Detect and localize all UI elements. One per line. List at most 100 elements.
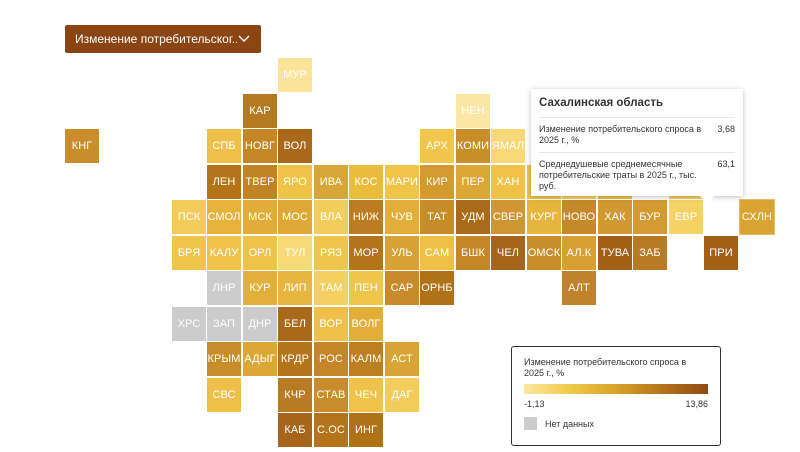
region-tile-КОС[interactable]: КОС — [349, 165, 383, 199]
region-tile-ОРНБ[interactable]: ОРНБ — [420, 271, 454, 305]
no-data-label: Нет данных — [545, 418, 594, 429]
region-tile-НИЖ[interactable]: НИЖ — [349, 200, 383, 234]
region-tile-УЛЬ[interactable]: УЛЬ — [385, 236, 419, 270]
region-tile-ТАТ[interactable]: ТАТ — [420, 200, 454, 234]
legend-no-data: Нет данных — [524, 417, 708, 430]
region-tile-ПРИ[interactable]: ПРИ — [704, 236, 738, 270]
legend-max: 13,86 — [685, 399, 708, 409]
tooltip-row: Среднедушевые среднемесячные потребитель… — [539, 153, 735, 198]
region-tile-ОМСК[interactable]: ОМСК — [527, 236, 561, 270]
region-tile-КОМИ[interactable]: КОМИ — [456, 129, 490, 163]
region-tile-НОВГ[interactable]: НОВГ — [243, 129, 277, 163]
region-tile-ПЕР[interactable]: ПЕР — [456, 165, 490, 199]
tooltip-row-name: Среднедушевые среднемесячные потребитель… — [539, 159, 697, 191]
region-tile-УДМ[interactable]: УДМ — [456, 200, 490, 234]
region-tile-ПСК[interactable]: ПСК — [172, 200, 206, 234]
legend-title: Изменение потребительского спроса в 2025… — [524, 357, 687, 378]
region-tile-БЕЛ[interactable]: БЕЛ — [278, 307, 312, 341]
region-tile-ДАГ[interactable]: ДАГ — [385, 378, 419, 412]
indicator-dropdown[interactable]: Изменение потребительског... — [65, 25, 261, 53]
region-tooltip: Сахалинская область Изменение потребител… — [531, 89, 743, 196]
region-tile-КАЛМ[interactable]: КАЛМ — [349, 342, 383, 376]
region-tile-АРХ[interactable]: АРХ — [420, 129, 454, 163]
region-tile-МСК[interactable]: МСК — [243, 200, 277, 234]
tooltip-row-value: 3,68 — [717, 124, 735, 134]
region-tile-ЧЕЧ[interactable]: ЧЕЧ — [349, 378, 383, 412]
region-tile-ХАН[interactable]: ХАН — [491, 165, 525, 199]
region-tile-ЗАБ[interactable]: ЗАБ — [633, 236, 667, 270]
region-tile-МОС[interactable]: МОС — [278, 200, 312, 234]
region-tile-ТВЕР[interactable]: ТВЕР — [243, 165, 277, 199]
region-tile-МОР[interactable]: МОР — [349, 236, 383, 270]
region-tile-БШК[interactable]: БШК — [456, 236, 490, 270]
region-tile-КНГ[interactable]: КНГ — [65, 129, 99, 163]
region-tile-ЛИП[interactable]: ЛИП — [278, 271, 312, 305]
region-tile-С.ОС[interactable]: С.ОС — [314, 413, 348, 447]
region-tile-ЯРО[interactable]: ЯРО — [278, 165, 312, 199]
no-data-swatch — [524, 417, 537, 430]
region-tile-КАЛУ[interactable]: КАЛУ — [207, 236, 241, 270]
region-tile-КЧР[interactable]: КЧР — [278, 378, 312, 412]
region-tile-АСТ[interactable]: АСТ — [385, 342, 419, 376]
region-tile-ОРЛ[interactable]: ОРЛ — [243, 236, 277, 270]
region-tile-ИНГ[interactable]: ИНГ — [349, 413, 383, 447]
region-tile-СМОЛ[interactable]: СМОЛ — [207, 200, 241, 234]
region-tile-КУРГ[interactable]: КУРГ — [527, 200, 561, 234]
region-tile-КРДР[interactable]: КРДР — [278, 342, 312, 376]
region-tile-ВОЛГ[interactable]: ВОЛГ — [349, 307, 383, 341]
region-tile-ХРС[interactable]: ХРС — [172, 307, 206, 341]
region-tile-АЛ.К[interactable]: АЛ.К — [562, 236, 596, 270]
region-tile-АЛТ[interactable]: АЛТ — [562, 271, 596, 305]
indicator-dropdown-label: Изменение потребительског... — [75, 32, 237, 46]
region-tile-АДЫГ[interactable]: АДЫГ — [243, 342, 277, 376]
region-tile-ЗАП[interactable]: ЗАП — [207, 307, 241, 341]
region-tile-МУР[interactable]: МУР — [278, 58, 312, 92]
region-tile-КАБ[interactable]: КАБ — [278, 413, 312, 447]
region-tile-СТАВ[interactable]: СТАВ — [314, 378, 348, 412]
region-tile-ТУВА[interactable]: ТУВА — [598, 236, 632, 270]
tooltip-row: Изменение потребительского спроса в 2025… — [539, 118, 735, 153]
region-tile-НОВО[interactable]: НОВО — [562, 200, 596, 234]
region-tile-ТУЛ[interactable]: ТУЛ — [278, 236, 312, 270]
chevron-down-icon — [238, 35, 250, 42]
tooltip-pointer — [700, 196, 714, 204]
region-tile-КРЫМ[interactable]: КРЫМ — [207, 342, 241, 376]
region-tile-КАР[interactable]: КАР — [243, 94, 277, 128]
region-tile-ЧУВ[interactable]: ЧУВ — [385, 200, 419, 234]
region-tile-СВЕР[interactable]: СВЕР — [491, 200, 525, 234]
region-tile-СВС[interactable]: СВС — [207, 378, 241, 412]
legend-ticks: -1,13 13,86 — [524, 399, 708, 409]
color-legend: Изменение потребительского спроса в 2025… — [511, 346, 721, 446]
region-tile-КИР[interactable]: КИР — [420, 165, 454, 199]
region-tile-ЯМАЛ[interactable]: ЯМАЛ — [491, 129, 525, 163]
region-tile-ХАК[interactable]: ХАК — [598, 200, 632, 234]
region-tile-СПБ[interactable]: СПБ — [207, 129, 241, 163]
tooltip-row-value: 63,1 — [717, 159, 735, 169]
region-tile-ВОР[interactable]: ВОР — [314, 307, 348, 341]
region-tile-КУР[interactable]: КУР — [243, 271, 277, 305]
region-tile-ЛЕН[interactable]: ЛЕН — [207, 165, 241, 199]
region-tile-МАРИ[interactable]: МАРИ — [385, 165, 419, 199]
region-tile-БУР[interactable]: БУР — [633, 200, 667, 234]
region-tile-НЕН[interactable]: НЕН — [456, 94, 490, 128]
legend-gradient-bar — [524, 384, 708, 394]
region-tile-СХЛН[interactable]: СХЛН — [739, 199, 775, 235]
tooltip-title: Сахалинская область — [539, 95, 735, 118]
legend-min: -1,13 — [524, 399, 545, 409]
region-tile-САР[interactable]: САР — [385, 271, 419, 305]
region-tile-ЛНР[interactable]: ЛНР — [207, 271, 241, 305]
region-tile-ДНР[interactable]: ДНР — [243, 307, 277, 341]
region-tile-БРЯ[interactable]: БРЯ — [172, 236, 206, 270]
region-tile-САМ[interactable]: САМ — [420, 236, 454, 270]
region-tile-ИВА[interactable]: ИВА — [314, 165, 348, 199]
region-tile-ЧЕЛ[interactable]: ЧЕЛ — [491, 236, 525, 270]
region-tile-ВОЛ[interactable]: ВОЛ — [278, 129, 312, 163]
region-tile-РОС[interactable]: РОС — [314, 342, 348, 376]
region-tile-ПЕН[interactable]: ПЕН — [349, 271, 383, 305]
region-tile-РЯЗ[interactable]: РЯЗ — [314, 236, 348, 270]
region-tile-ТАМ[interactable]: ТАМ — [314, 271, 348, 305]
region-tile-ЕВР[interactable]: ЕВР — [669, 200, 703, 234]
tooltip-row-name: Изменение потребительского спроса в 2025… — [539, 124, 702, 145]
region-tile-ВЛА[interactable]: ВЛА — [314, 200, 348, 234]
